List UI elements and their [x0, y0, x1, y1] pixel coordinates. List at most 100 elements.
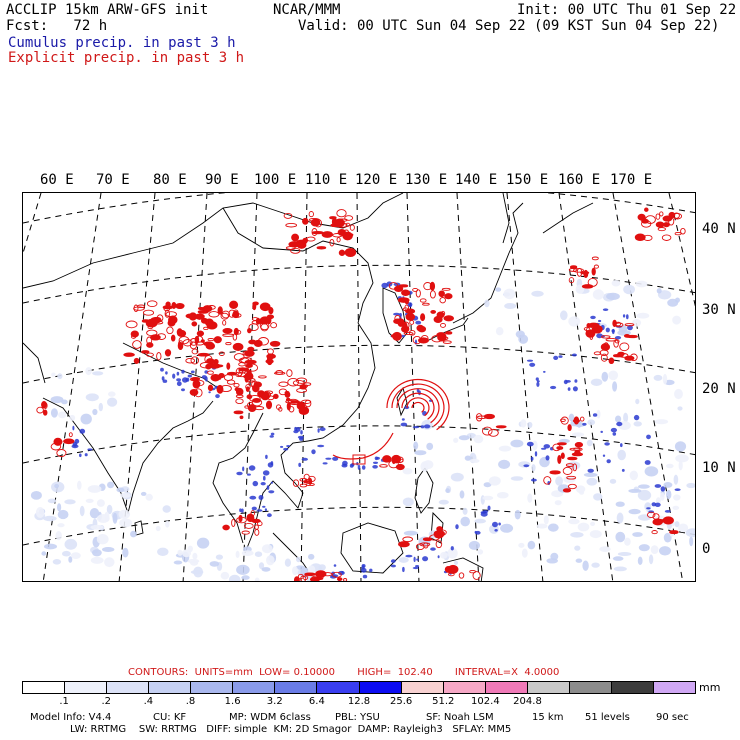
explicit-cell — [438, 290, 445, 298]
cumulus-cell — [311, 449, 316, 455]
explicit-cell — [164, 349, 172, 357]
explicit-cell — [338, 249, 346, 256]
cumulus-light-cell — [531, 464, 536, 472]
explicit-cell — [305, 482, 315, 487]
explicit-cell — [150, 334, 161, 341]
explicit-cell — [245, 386, 250, 393]
cumulus-light-cell — [613, 566, 627, 572]
cumulus-light-cell — [678, 460, 683, 471]
cumulus-cell — [268, 490, 275, 494]
explicit-cell — [283, 212, 293, 219]
cumulus-cell — [621, 468, 625, 472]
explicit-cell — [233, 410, 244, 415]
explicit-cell — [288, 406, 295, 413]
longitude-label: 150 E — [506, 172, 549, 188]
explicit-cell — [207, 338, 215, 342]
cumulus-cell — [646, 507, 651, 510]
cumulus-cell — [571, 353, 578, 357]
cumulus-light-cell — [459, 490, 465, 499]
explicit-cell — [419, 298, 427, 303]
explicit-cell — [680, 227, 686, 235]
cumulus-light-cell — [495, 287, 502, 292]
cumulus-light-cell — [520, 419, 527, 428]
spiral-tail — [332, 432, 394, 460]
explicit-cell — [382, 455, 392, 463]
cumulus-light-cell — [162, 505, 171, 513]
explicit-cell — [629, 353, 638, 362]
colorbar-cell — [401, 682, 444, 693]
cumulus-cell — [413, 556, 416, 562]
explicit-cell — [272, 393, 279, 400]
cumulus-light-cell — [468, 540, 480, 550]
explicit-cell — [146, 342, 154, 348]
cumulus-light-cell — [469, 458, 480, 463]
cumulus-light-cell — [284, 558, 291, 567]
explicit-cell — [259, 318, 269, 325]
explicit-cell — [235, 329, 242, 335]
cumulus-light-cell — [307, 565, 316, 575]
explicit-cell — [196, 330, 205, 337]
cumulus-cell — [423, 424, 431, 429]
cumulus-light-cell — [611, 279, 621, 287]
explicit-cell — [345, 222, 351, 227]
explicit-cell — [397, 318, 405, 327]
cumulus-light-cell — [527, 540, 536, 550]
cumulus-cell — [582, 422, 587, 426]
explicit-cell — [601, 335, 611, 339]
explicit-cell — [458, 572, 465, 579]
cumulus-light-cell — [637, 556, 643, 565]
explicit-cell — [560, 452, 565, 460]
cumulus-cell — [416, 388, 420, 393]
cumulus-cell — [534, 451, 538, 457]
explicit-cell — [266, 356, 273, 366]
explicit-cell — [254, 524, 259, 530]
cumulus-light-cell — [635, 280, 648, 288]
cumulus-light-cell — [77, 480, 82, 490]
cumulus-cell — [592, 413, 598, 417]
colorbar-tick-label: 1.6 — [224, 696, 241, 707]
explicit-cell — [232, 310, 240, 319]
explicit-cell — [142, 309, 155, 316]
cumulus-light-cell — [85, 393, 99, 402]
cumulus-light-cell — [648, 554, 654, 565]
cumulus-light-cell — [551, 490, 564, 498]
explicit-cell — [662, 222, 670, 228]
explicit-cell — [289, 401, 300, 405]
explicit-cell — [581, 284, 594, 289]
cumulus-light-cell — [69, 414, 76, 421]
explicit-cell — [130, 330, 139, 338]
cumulus-cell — [208, 391, 211, 394]
cumulus-cell — [646, 434, 651, 440]
explicit-cell — [308, 211, 314, 218]
explicit-cell — [393, 285, 404, 293]
explicit-cell — [304, 572, 316, 576]
cumulus-cell — [267, 513, 272, 518]
cumulus-light-cell — [157, 547, 169, 556]
colorbar-tick-label: 51.2 — [432, 696, 455, 707]
cumulus-light-cell — [122, 547, 129, 558]
explicit-cell — [132, 340, 142, 349]
org-label: NCAR/MMM — [273, 2, 341, 18]
explicit-cell — [430, 309, 437, 314]
cumulus-light-cell — [644, 502, 652, 511]
explicit-cell — [567, 424, 572, 432]
explicit-cell — [242, 351, 249, 356]
explicit-cell — [344, 248, 357, 257]
cumulus-light-cell — [660, 492, 665, 501]
cumulus-light-cell — [98, 402, 104, 412]
explicit-cell — [565, 463, 574, 467]
colorbar-tick-label: 102.4 — [471, 696, 500, 707]
longitude-label: 140 E — [455, 172, 498, 188]
explicit-cell — [655, 221, 665, 228]
explicit-cell — [593, 264, 599, 269]
cumulus-light-cell — [192, 552, 198, 560]
explicit-cell — [156, 352, 162, 361]
coastline-segment — [244, 440, 309, 554]
cumulus-cell — [248, 465, 256, 471]
explicit-cell — [244, 374, 249, 383]
explicit-cell — [248, 323, 259, 332]
spiral-band — [391, 383, 445, 427]
longitude-line — [356, 193, 362, 581]
explicit-cell — [257, 337, 269, 346]
cumulus-light-cell — [503, 288, 516, 300]
